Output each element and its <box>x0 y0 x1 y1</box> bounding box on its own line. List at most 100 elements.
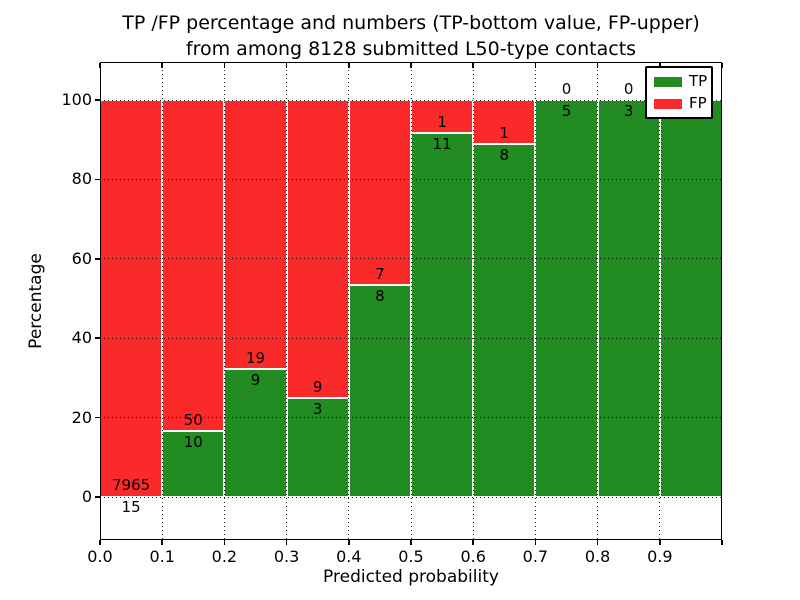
bar-segment-fp-0.4-0.5 <box>348 100 411 286</box>
y-tick-label: 40 <box>71 328 92 348</box>
x-tick-bottom <box>659 540 661 545</box>
bar-segment-fp-0.2-0.3 <box>224 100 287 370</box>
x-tick-bottom <box>534 540 537 545</box>
gridline-horizontal <box>100 99 722 101</box>
tp-count-label: 5 <box>561 102 572 120</box>
x-tick-top <box>99 63 101 68</box>
fp-count-label: 7 <box>375 265 385 284</box>
x-tick-top <box>596 63 599 68</box>
x-tick-top <box>410 63 412 68</box>
tp-count-label: 3 <box>623 102 634 120</box>
y-tick-label: 100 <box>61 90 92 109</box>
fp-count-label: 19 <box>245 349 266 368</box>
y-tick-label: 60 <box>71 248 92 268</box>
y-tick-left <box>95 99 100 101</box>
x-tick-top <box>285 63 288 68</box>
bar-segment-tp-0.6-0.7 <box>473 144 536 497</box>
tp-count-label: 3 <box>312 399 323 418</box>
bar-segment-tp-0.1-0.2 <box>162 430 225 497</box>
x-tick-label: 0.3 <box>273 547 300 566</box>
x-tick-top <box>659 63 661 68</box>
chart-title: TP /FP percentage and numbers (TP-bottom… <box>122 10 700 62</box>
tp-count-label: 10 <box>183 432 203 451</box>
bar-segment-fp-0.5-0.6 <box>411 100 474 134</box>
gridline-horizontal <box>100 178 722 180</box>
x-tick-label: 0.9 <box>647 547 673 566</box>
y-tick-left <box>95 178 100 181</box>
fp-count-label: 9 <box>312 377 323 396</box>
fp-swatch-icon <box>654 98 682 109</box>
x-tick-label: 0.8 <box>584 547 611 566</box>
x-axis-title: Predicted probability <box>323 567 499 587</box>
gridline-vertical <box>534 62 536 540</box>
x-tick-label: 0.0 <box>87 547 113 566</box>
y-tick-left <box>95 496 100 498</box>
gridline-horizontal <box>100 417 722 419</box>
x-tick-top <box>472 63 474 68</box>
tp-count-label: 8 <box>375 287 385 306</box>
tp-swatch-icon <box>654 76 682 87</box>
plot-area: 7965155010199937811118050304 <box>100 62 722 540</box>
chart-title-line2: from among 8128 submitted L50-type conta… <box>185 38 637 60</box>
y-tick-left <box>95 337 100 339</box>
fp-count-label: 0 <box>623 80 634 98</box>
gridline-horizontal <box>100 496 722 498</box>
x-tick-label: 0.4 <box>336 547 362 566</box>
tp-count-label: 9 <box>250 371 261 390</box>
gridline-vertical <box>659 62 661 540</box>
gridline-vertical <box>597 62 599 540</box>
x-tick-bottom <box>596 540 599 545</box>
x-tick-top <box>348 63 350 68</box>
gridline-horizontal <box>100 258 722 260</box>
x-tick-label: 0.6 <box>460 547 486 566</box>
legend-label-fp: FP <box>689 94 707 112</box>
bar-segment-fp-0.1-0.2 <box>162 100 225 431</box>
gridline-vertical <box>472 62 474 540</box>
gridline-vertical <box>348 62 350 540</box>
x-tick-bottom <box>161 540 163 545</box>
x-tick-top <box>223 63 226 68</box>
bar-segment-fp-0.3-0.4 <box>286 100 349 398</box>
legend-item-tp: TP <box>654 72 708 90</box>
bar-segment-tp-0.8-0.9 <box>597 100 660 497</box>
gridline-vertical <box>223 62 225 540</box>
y-tick-left <box>95 258 100 260</box>
x-tick-label: 0.2 <box>211 547 238 566</box>
bar-segment-tp-0.2-0.3 <box>224 369 287 497</box>
legend: TP FP <box>645 66 713 119</box>
bar-segment-tp-0.5-0.6 <box>411 133 474 497</box>
tp-count-label: 8 <box>499 146 510 165</box>
x-tick-bottom <box>721 540 723 545</box>
x-tick-bottom <box>410 540 412 545</box>
x-tick-bottom <box>99 540 101 545</box>
fp-count-label: 0 <box>561 80 572 98</box>
legend-item-fp: FP <box>654 94 707 112</box>
y-tick-label: 20 <box>71 407 92 427</box>
x-tick-top <box>721 63 723 68</box>
x-tick-bottom <box>285 540 288 545</box>
fp-count-label: 1 <box>499 124 510 143</box>
x-tick-label: 0.1 <box>149 547 175 566</box>
x-tick-top <box>534 63 537 68</box>
y-tick-label: 80 <box>71 169 92 189</box>
x-tick-label: 0.5 <box>398 547 424 566</box>
bar-segment-tp-0.4-0.5 <box>348 285 411 497</box>
tp-count-label: 15 <box>121 498 141 517</box>
bar-segment-tp-0.9-1.0 <box>659 100 722 497</box>
x-tick-bottom <box>223 540 226 545</box>
gridline-horizontal <box>100 337 722 339</box>
fp-count-label: 50 <box>183 410 203 429</box>
gridline-vertical <box>161 62 163 540</box>
x-tick-top <box>161 63 163 68</box>
gridline-vertical <box>286 62 288 540</box>
gridline-vertical <box>410 62 412 540</box>
bar-segment-fp-0.0-0.1 <box>100 100 163 497</box>
tp-count-label: 11 <box>432 135 452 154</box>
y-tick-label: 0 <box>81 487 92 506</box>
x-tick-bottom <box>472 540 474 545</box>
bar-segment-tp-0.3-0.4 <box>286 397 349 497</box>
x-tick-bottom <box>348 540 350 545</box>
bar-segment-tp-0.7-0.8 <box>535 100 598 497</box>
legend-label-tp: TP <box>689 72 708 90</box>
y-tick-left <box>95 416 100 419</box>
